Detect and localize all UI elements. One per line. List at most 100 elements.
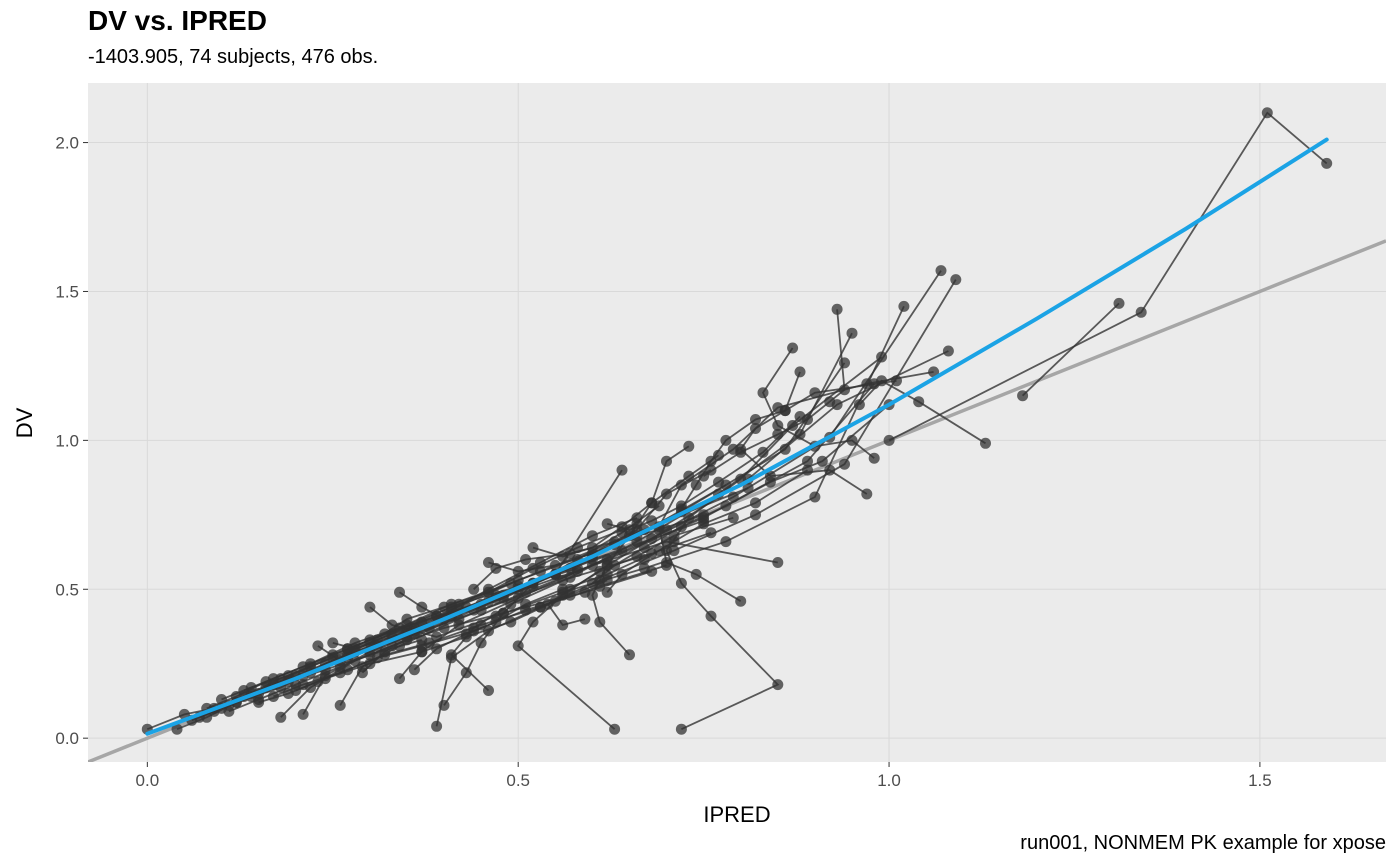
observation-point-41-4 <box>483 586 494 598</box>
observation-point-9-7 <box>809 491 821 503</box>
observation-point-13-1 <box>512 640 524 652</box>
observation-point-35-4 <box>705 455 717 467</box>
observation-point-44-2 <box>260 676 272 688</box>
observation-point-35-0 <box>794 366 806 378</box>
observation-point-15-1 <box>690 568 702 580</box>
observation-point-12-5 <box>631 536 643 548</box>
observation-point-14-0 <box>675 723 687 735</box>
observation-point-14-2 <box>705 610 717 622</box>
y-tick-label-0: 0.0 <box>55 729 79 748</box>
observation-point-18-6 <box>683 470 695 482</box>
observation-point-25-6 <box>683 440 695 452</box>
observation-point-11-6 <box>750 509 761 521</box>
smooth-line-layer <box>145 137 1329 736</box>
subject-line-38 <box>1021 302 1120 397</box>
observation-point-43-7 <box>564 589 576 601</box>
observation-point-34-5 <box>757 446 769 458</box>
observation-point-11-7 <box>839 458 850 470</box>
observation-point-34-2 <box>646 515 658 527</box>
observation-point-16-4 <box>750 423 761 434</box>
observation-point-38-1 <box>1113 297 1125 309</box>
observation-point-32-4 <box>698 518 710 530</box>
observation-point-36-4 <box>772 428 784 440</box>
observation-point-11-8 <box>950 274 962 286</box>
observation-point-11-2 <box>483 625 494 637</box>
observation-point-24-6 <box>705 464 717 476</box>
observation-point-40-2 <box>520 554 532 565</box>
observation-point-8-7 <box>802 455 813 467</box>
chart-title: DV vs. IPRED <box>88 5 267 36</box>
observation-point-23-1 <box>416 601 428 613</box>
observation-point-33-5 <box>764 476 776 488</box>
observation-point-39-1 <box>1135 306 1147 318</box>
observation-point-32-2 <box>638 554 650 565</box>
observation-point-16-7 <box>891 375 902 387</box>
observation-point-22-0 <box>312 640 324 652</box>
observation-point-40-0 <box>468 583 480 595</box>
observation-point-41-2 <box>401 613 413 625</box>
observation-point-10-5 <box>646 533 658 545</box>
observation-point-12-1 <box>445 649 457 661</box>
observation-point-12-7 <box>794 428 806 440</box>
observation-point-42-2 <box>319 673 331 685</box>
observation-point-23-0 <box>394 586 405 598</box>
observation-point-33-2 <box>638 542 650 554</box>
observation-point-24-5 <box>661 488 672 500</box>
observation-point-23-7 <box>772 557 784 568</box>
plot-panel <box>88 83 1386 762</box>
observation-point-32-0 <box>601 586 613 598</box>
observation-point-39-0 <box>883 434 895 446</box>
observation-point-41-7 <box>631 518 643 530</box>
y-tick-label-2: 1.0 <box>55 431 79 450</box>
observation-point-45-6 <box>416 634 428 646</box>
observation-point-29-7 <box>579 586 591 598</box>
observation-point-42-4 <box>416 646 428 658</box>
observation-point-24-2 <box>549 559 561 571</box>
x-tick-label-3: 1.5 <box>1248 771 1272 790</box>
observation-point-20-6 <box>586 530 598 542</box>
observation-point-26-7 <box>727 512 739 524</box>
observation-point-13-8 <box>942 345 954 357</box>
observation-point-42-8 <box>601 574 613 586</box>
observation-point-9-8 <box>898 300 910 312</box>
observation-point-44-6 <box>445 598 457 610</box>
observation-point-27-0 <box>408 664 420 676</box>
observation-point-36-3 <box>802 414 813 425</box>
observation-point-14-5 <box>683 512 695 524</box>
subject-line-16 <box>739 379 897 495</box>
observation-point-14-7 <box>787 420 799 431</box>
observation-point-13-2 <box>527 616 539 628</box>
observation-point-14-3 <box>675 577 687 589</box>
observation-point-34-0 <box>601 518 613 530</box>
observation-point-27-7 <box>653 545 665 557</box>
observation-point-33-6 <box>816 455 828 467</box>
observation-point-23-5 <box>586 559 598 571</box>
observation-point-33-3 <box>675 521 687 533</box>
observation-point-27-1 <box>431 643 443 655</box>
observation-point-32-1 <box>616 568 628 580</box>
observation-point-1-0 <box>171 723 183 735</box>
observation-point-35-5 <box>690 479 702 491</box>
observation-point-7-0 <box>297 708 309 720</box>
observation-point-25-4 <box>646 497 658 509</box>
observation-point-21-0 <box>327 637 339 649</box>
y-tick-label-3: 1.5 <box>55 282 79 301</box>
observation-point-32-5 <box>750 497 761 509</box>
observation-point-40-3 <box>564 548 576 559</box>
observation-point-38-0 <box>1017 390 1029 402</box>
observation-point-42-6 <box>505 616 517 628</box>
observation-point-37-1 <box>913 396 925 408</box>
observation-point-31-0 <box>216 694 227 705</box>
subject-line-39 <box>888 111 1328 442</box>
observation-point-36-2 <box>824 396 836 408</box>
x-tick-label-0: 0.0 <box>136 771 160 790</box>
observation-point-37-3 <box>853 399 865 411</box>
observation-point-25-5 <box>661 455 672 467</box>
observation-point-42-7 <box>549 595 561 607</box>
observation-point-27-3 <box>490 616 502 628</box>
observation-point-42-3 <box>364 658 376 670</box>
x-tick-label-1: 0.5 <box>506 771 530 790</box>
observation-point-40-1 <box>490 562 502 574</box>
observation-point-17-4 <box>757 387 769 399</box>
